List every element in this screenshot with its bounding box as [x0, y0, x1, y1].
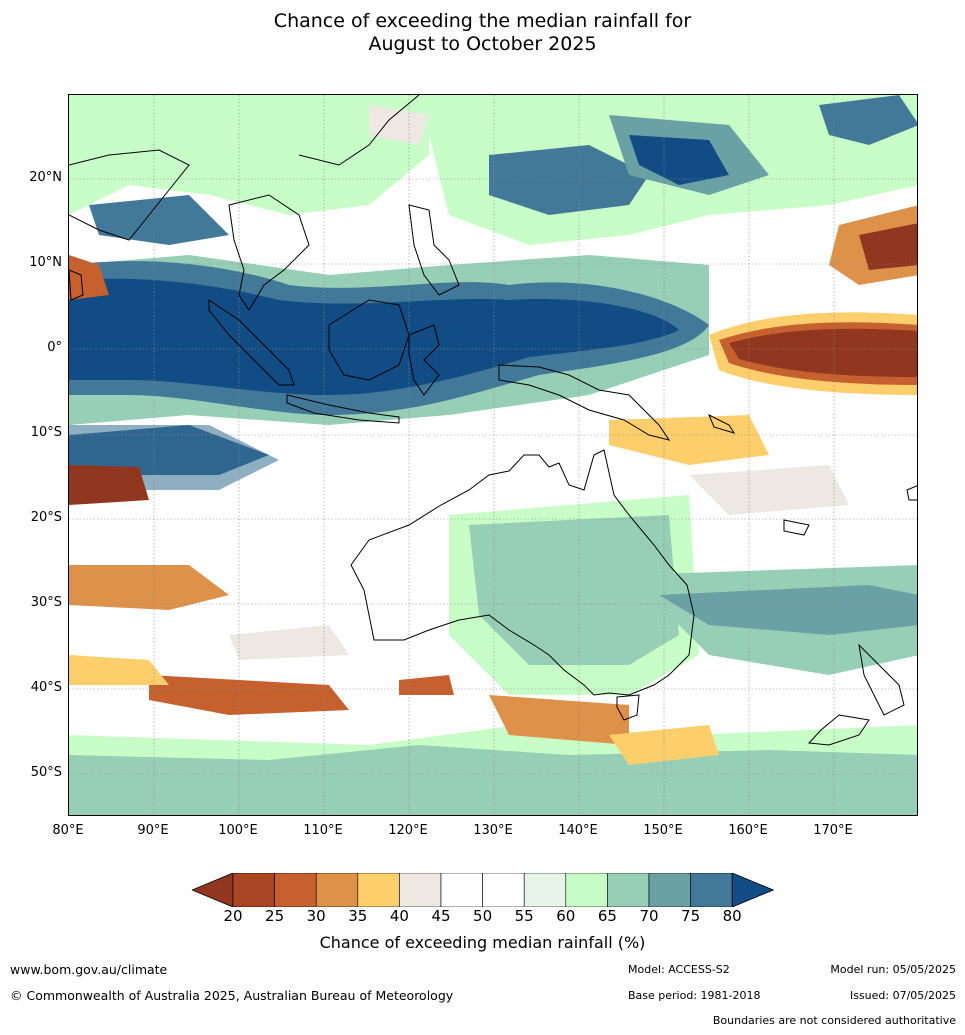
lat-label-10s: 10°S	[30, 425, 62, 440]
colorbar	[190, 872, 775, 908]
lat-label-40s: 40°S	[30, 680, 62, 695]
colorbar-bin-60-65	[565, 872, 608, 908]
lat-label-0: 0°	[47, 340, 62, 355]
lat-label-10n: 10°N	[29, 255, 62, 270]
lon-label-140e: 140°E	[558, 823, 598, 838]
colorbar-tick-30: 30	[306, 907, 326, 925]
colorbar-bin-75-80	[690, 872, 733, 908]
lat-label-20n: 20°N	[29, 170, 62, 185]
model-run-date: Model run: 05/05/2025	[830, 963, 956, 976]
colorbar-tick-35: 35	[348, 907, 368, 925]
colorbar-bin-45-50	[440, 872, 483, 908]
colorbar-bin-35-40	[357, 872, 400, 908]
colorbar-bin-50-55	[482, 872, 525, 908]
colorbar-swatches	[190, 872, 775, 908]
lon-label-170e: 170°E	[813, 823, 853, 838]
colorbar-tick-50: 50	[473, 907, 493, 925]
map-title-line1: Chance of exceeding the median rainfall …	[273, 10, 692, 32]
colorbar-tick-80: 80	[722, 907, 742, 925]
lon-label-100e: 100°E	[218, 823, 258, 838]
colorbar-tick-20: 20	[223, 907, 243, 925]
coastlines	[69, 95, 917, 746]
colorbar-bin-65-70	[607, 872, 650, 908]
issued-date: Issued: 07/05/2025	[849, 989, 956, 1002]
colorbar-tick-75: 75	[681, 907, 701, 925]
copyright-text: © Commonwealth of Australia 2025, Austra…	[10, 988, 454, 1003]
colorbar-tick-55: 55	[514, 907, 534, 925]
website-link[interactable]: www.bom.gov.au/climate	[10, 962, 168, 977]
colorbar-bin-70-75	[648, 872, 691, 908]
colorbar-bin-25-30	[274, 872, 317, 908]
lat-label-20s: 20°S	[30, 510, 62, 525]
colorbar-bin-20-25	[232, 872, 275, 908]
lon-label-150e: 150°E	[643, 823, 683, 838]
lon-label-120e: 120°E	[388, 823, 428, 838]
colorbar-tick-65: 65	[597, 907, 617, 925]
probability-field	[69, 95, 917, 815]
lat-label-50s: 50°S	[30, 765, 62, 780]
lat-label-30s: 30°S	[30, 595, 62, 610]
graticule	[69, 95, 917, 815]
lon-label-110e: 110°E	[303, 823, 343, 838]
lon-label-80e: 80°E	[52, 823, 84, 838]
colorbar-tick-70: 70	[639, 907, 659, 925]
colorbar-over-triangle	[731, 872, 775, 908]
rainfall-map	[68, 94, 918, 816]
colorbar-title: Chance of exceeding median rainfall (%)	[319, 933, 646, 952]
colorbar-tick-40: 40	[389, 907, 409, 925]
model-name: Model: ACCESS-S2	[628, 963, 730, 976]
base-period: Base period: 1981-2018	[628, 989, 761, 1002]
colorbar-bin-55-60	[523, 872, 567, 908]
lon-label-160e: 160°E	[728, 823, 768, 838]
boundaries-disclaimer: Boundaries are not considered authoritat…	[712, 1014, 956, 1027]
lon-label-130e: 130°E	[473, 823, 513, 838]
rainfall-map-canvas	[69, 95, 917, 815]
lon-label-90e: 90°E	[137, 823, 169, 838]
map-title-line2: August to October 2025	[368, 33, 597, 55]
colorbar-bin-40-45	[399, 872, 442, 908]
colorbar-tick-60: 60	[556, 907, 576, 925]
colorbar-tick-45: 45	[431, 907, 451, 925]
colorbar-under-triangle	[190, 872, 234, 908]
map-title: Chance of exceeding the median rainfall …	[0, 10, 965, 56]
colorbar-bin-30-35	[315, 872, 359, 908]
colorbar-tick-25: 25	[265, 907, 285, 925]
